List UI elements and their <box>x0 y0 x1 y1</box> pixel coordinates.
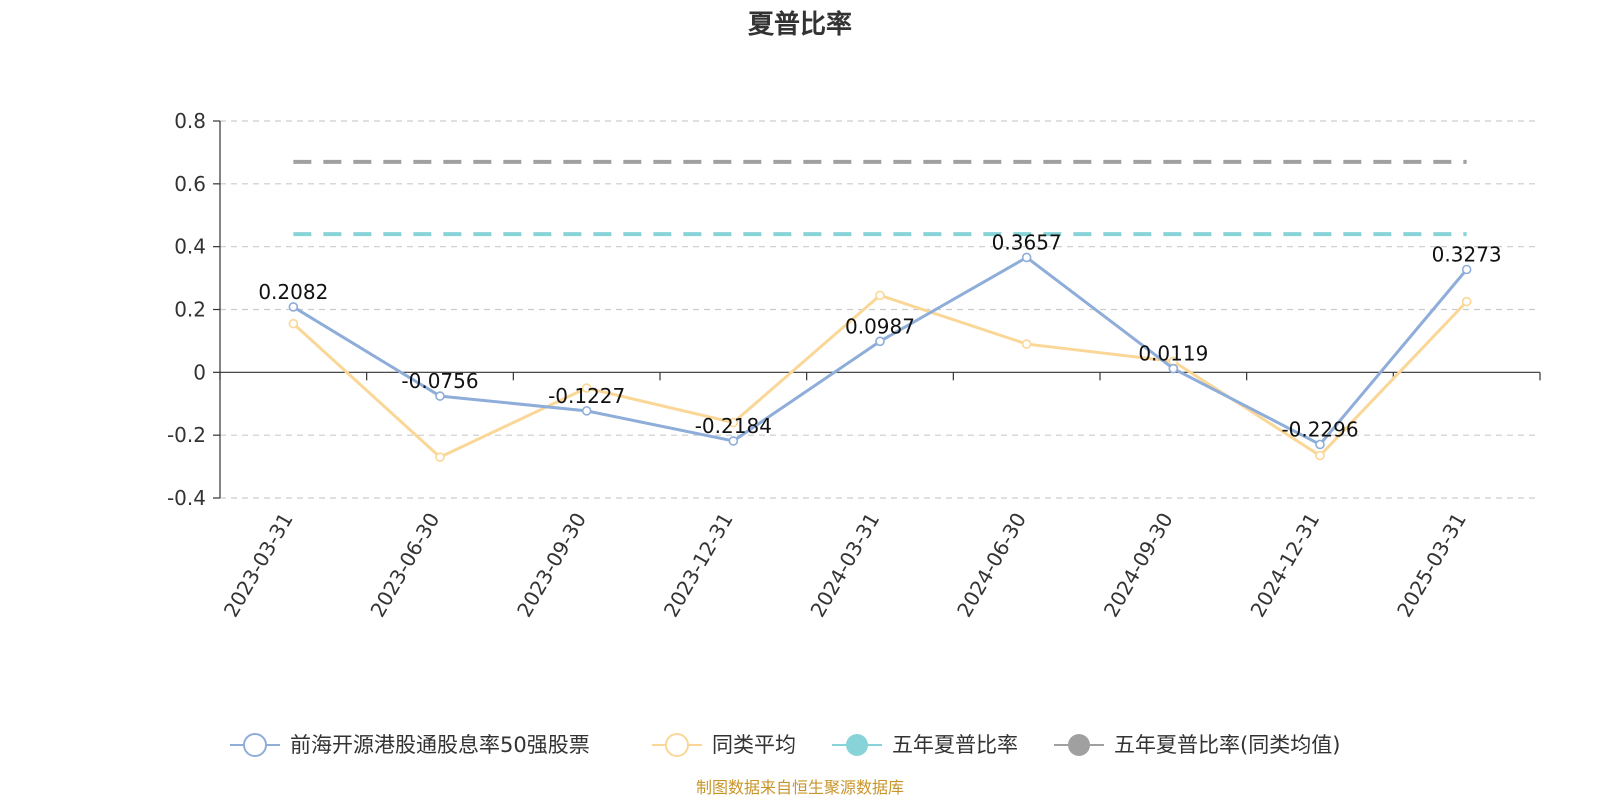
grid-layer <box>220 120 1540 499</box>
data-point <box>1461 264 1472 275</box>
data-point <box>1168 363 1179 374</box>
data-point <box>875 290 885 301</box>
data-label: -0.2296 <box>1281 417 1358 441</box>
y-tick-label: 0.4 <box>174 235 206 259</box>
data-point <box>288 318 299 329</box>
series-line <box>292 255 1468 446</box>
data-point <box>288 302 299 312</box>
y-tick-label: -0.2 <box>167 423 206 447</box>
data-point <box>728 417 739 428</box>
data-label: -0.0756 <box>401 369 478 393</box>
data-label: 0.3273 <box>1432 243 1502 267</box>
legend-item[interactable]: 五年夏普比率 <box>832 733 1018 757</box>
data-point <box>875 336 885 347</box>
data-label: 0.3657 <box>992 230 1062 254</box>
legend-marker-icon <box>1068 734 1090 756</box>
data-point <box>728 436 739 446</box>
axis-layer: -0.4 -0.2 0 0.2 0.4 0.6 0.8 2023-03-31 2023-06-3… <box>167 109 1541 622</box>
data-point <box>1461 296 1472 307</box>
x-tick-label: 2023-12-31 <box>659 509 738 622</box>
data-labels: 0.2082 -0.0756 -0.1227 -0.2184 0.0987 0.3657 0… <box>258 230 1501 441</box>
data-label: 0.0119 <box>1138 342 1208 366</box>
legend-marker-icon <box>846 734 868 756</box>
x-tick-label: 2025-03-31 <box>1392 509 1471 622</box>
legend-item[interactable]: 前海开源港股通股息率50强股票 <box>230 733 590 757</box>
data-point <box>1315 450 1325 461</box>
source-note: 制图数据来自恒生聚源数据库 <box>696 778 904 797</box>
legend-label: 前海开源港股通股息率50强股票 <box>290 733 590 757</box>
y-tick-label: -0.4 <box>167 486 206 510</box>
legend-item[interactable]: 同类平均 <box>652 733 796 757</box>
y-tick-label: 0 <box>193 360 206 384</box>
y-tick-label: 0.2 <box>174 298 206 322</box>
y-tick-label: 0.6 <box>174 172 206 196</box>
x-tick-label: 2023-09-30 <box>512 509 591 622</box>
data-point <box>435 452 445 462</box>
data-point <box>1315 439 1325 450</box>
data-point <box>581 406 592 416</box>
legend[interactable]: 前海开源港股通股息率50强股票 同类平均 五年夏普比率 五年夏普比率(同类均值) <box>230 733 1340 757</box>
data-label: 0.2082 <box>258 280 328 304</box>
data-label: -0.2184 <box>695 414 772 438</box>
x-tick-label: 2023-06-30 <box>365 509 444 622</box>
data-point <box>435 391 445 401</box>
x-tick-label: 2024-03-31 <box>805 509 884 622</box>
x-tick-label: 2024-06-30 <box>952 509 1031 622</box>
x-tick-label: 2024-09-30 <box>1099 509 1178 622</box>
x-tick-label: 2023-03-31 <box>219 509 298 622</box>
legend-label: 五年夏普比率(同类均值) <box>1114 733 1340 757</box>
legend-item[interactable]: 五年夏普比率(同类均值) <box>1054 733 1340 757</box>
x-tick-label: 2024-12-31 <box>1245 509 1324 622</box>
legend-marker-icon <box>665 733 689 757</box>
y-tick-label: 0.8 <box>174 109 206 133</box>
data-point <box>1021 252 1032 263</box>
data-label: 0.0987 <box>845 314 915 338</box>
chart-title: 夏普比率 <box>748 9 852 40</box>
legend-marker-icon <box>243 733 267 757</box>
reference-lines <box>293 159 1467 237</box>
series-layer <box>288 252 1472 462</box>
legend-label: 五年夏普比率 <box>892 733 1018 757</box>
data-point <box>581 383 592 393</box>
data-point <box>1021 339 1032 349</box>
data-label: -0.1227 <box>548 384 625 408</box>
legend-label: 同类平均 <box>712 733 796 757</box>
